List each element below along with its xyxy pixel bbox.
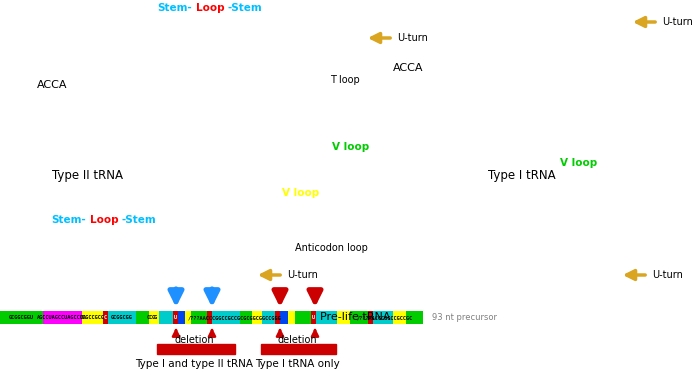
Text: 93 nt precursor: 93 nt precursor: [432, 313, 497, 322]
Text: C: C: [104, 315, 106, 320]
Text: GG: GG: [152, 315, 158, 320]
Text: CCGCCGCG: CCGCCGCG: [79, 315, 104, 320]
Text: -Stem: -Stem: [122, 215, 157, 225]
Bar: [311, 311, 316, 324]
Bar: [368, 311, 373, 324]
Bar: [149, 311, 159, 324]
Text: U: U: [311, 315, 315, 320]
Bar: [173, 311, 178, 324]
Bar: [316, 311, 337, 324]
Bar: [43, 311, 82, 324]
Text: Pre-life tRNA: Pre-life tRNA: [319, 313, 390, 323]
Text: U-turn: U-turn: [287, 270, 318, 280]
Text: V loop: V loop: [332, 142, 370, 152]
Bar: [337, 311, 350, 324]
Bar: [82, 311, 103, 324]
Bar: [207, 311, 212, 324]
Text: U-turn: U-turn: [662, 17, 693, 27]
Bar: [275, 311, 280, 324]
Text: GCGGCGG: GCGGCGG: [111, 315, 133, 320]
Text: /???AACCCGGCCGCCGCGCGGCGGCCGGG: /???AACCCGGCCGCCGCGCGGCGGCCGGG: [188, 315, 282, 320]
Text: Type I tRNA only: Type I tRNA only: [255, 359, 340, 369]
Bar: [240, 311, 252, 324]
Bar: [0, 311, 43, 324]
Text: Anticodon loop: Anticodon loop: [295, 243, 368, 253]
Bar: [350, 311, 368, 324]
Text: T loop: T loop: [330, 75, 360, 85]
Text: Type II tRNA: Type II tRNA: [52, 169, 123, 181]
Bar: [185, 311, 191, 324]
Text: Loop: Loop: [90, 215, 118, 225]
Bar: [280, 311, 288, 324]
Text: CC: CC: [147, 315, 153, 320]
Text: ACCA: ACCA: [37, 80, 68, 90]
Bar: [136, 311, 149, 324]
Bar: [393, 311, 406, 324]
Bar: [108, 311, 136, 324]
Text: U-turn: U-turn: [652, 270, 683, 280]
Bar: [288, 311, 295, 324]
Text: Stem-: Stem-: [157, 3, 192, 13]
Bar: [191, 311, 207, 324]
Text: V loop: V loop: [282, 188, 319, 198]
Bar: [157, 344, 235, 354]
Bar: [103, 311, 108, 324]
Bar: [262, 311, 275, 324]
Bar: [295, 311, 311, 324]
Text: /???AACCCGGCCGCCGC: /???AACCCGGCCGCCGC: [357, 315, 413, 320]
Bar: [406, 311, 423, 324]
Bar: [178, 311, 185, 324]
Text: U: U: [173, 315, 177, 320]
Bar: [159, 311, 173, 324]
Bar: [252, 311, 262, 324]
Text: Stem-: Stem-: [52, 215, 86, 225]
Text: -Stem: -Stem: [228, 3, 263, 13]
Text: Loop: Loop: [196, 3, 224, 13]
Text: U-turn: U-turn: [397, 33, 428, 43]
Text: Type I tRNA: Type I tRNA: [488, 169, 555, 181]
Text: deletion: deletion: [174, 335, 214, 345]
Bar: [373, 311, 393, 324]
Text: AGCCUAGCCUAGCCUA: AGCCUAGCCUAGCCUA: [37, 315, 87, 320]
Text: V loop: V loop: [560, 158, 597, 168]
Text: Type I and type II tRNA: Type I and type II tRNA: [135, 359, 253, 369]
Bar: [212, 311, 240, 324]
Bar: [261, 344, 336, 354]
Text: deletion: deletion: [277, 335, 317, 345]
Text: GCGGCGGU: GCGGCGGU: [8, 315, 33, 320]
Text: ACCA: ACCA: [393, 63, 423, 73]
